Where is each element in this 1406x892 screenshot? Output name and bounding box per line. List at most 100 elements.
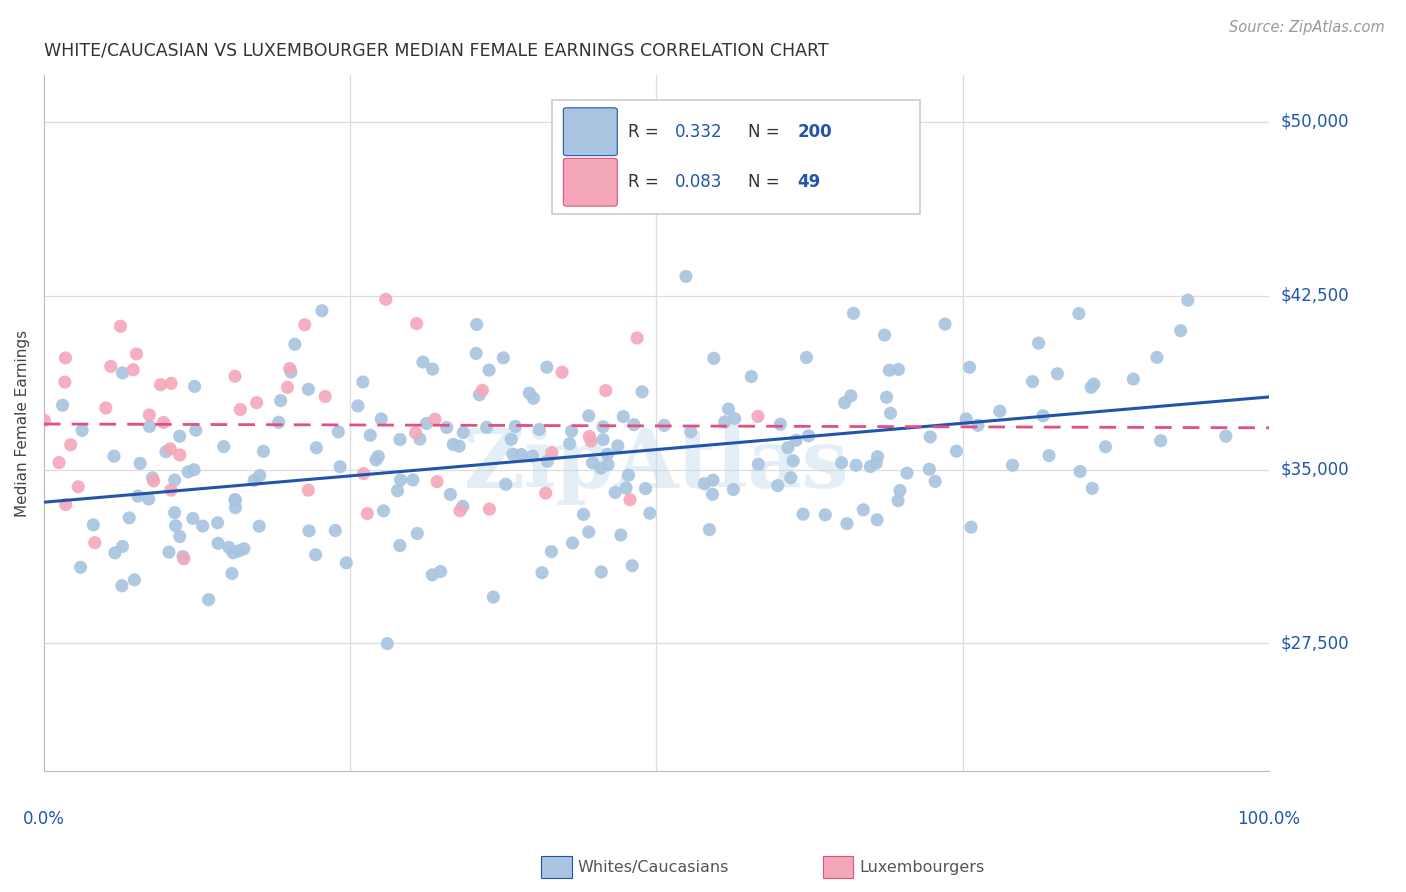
Point: [284, 337, 307, 351]
Point: [747, 457, 769, 471]
Point: [501, 432, 523, 446]
Point: [94, 401, 117, 415]
Point: [967, 418, 990, 433]
Point: [280, 365, 302, 379]
Point: [581, 456, 603, 470]
Point: [314, 389, 336, 403]
Point: [270, 393, 292, 408]
Point: [224, 492, 246, 507]
Point: [623, 417, 645, 432]
Point: [70, 423, 93, 437]
Point: [55, 351, 77, 365]
Point: [702, 487, 724, 501]
Point: [329, 459, 352, 474]
Point: [172, 549, 194, 564]
Point: [429, 565, 451, 579]
Point: [224, 500, 246, 515]
Point: [614, 481, 637, 495]
Point: [534, 486, 557, 500]
Text: $35,000: $35,000: [1281, 460, 1348, 478]
Point: [169, 448, 191, 462]
Point: [111, 579, 134, 593]
Point: [596, 458, 619, 472]
Point: [224, 369, 246, 384]
Point: [422, 362, 444, 376]
Point: [522, 449, 544, 463]
Point: [631, 384, 654, 399]
Point: [699, 523, 721, 537]
Point: [82, 517, 104, 532]
Point: [596, 447, 619, 461]
Text: 0.083: 0.083: [675, 173, 723, 191]
Point: [420, 567, 443, 582]
FancyBboxPatch shape: [553, 100, 920, 214]
Point: [960, 520, 983, 534]
Point: [104, 546, 127, 560]
Point: [405, 317, 427, 331]
Text: $27,500: $27,500: [1281, 634, 1348, 652]
Point: [492, 351, 515, 365]
Point: [127, 489, 149, 503]
Point: [589, 461, 612, 475]
Point: [482, 590, 505, 604]
Point: [782, 454, 804, 468]
Point: [1122, 372, 1144, 386]
Point: [924, 475, 946, 489]
Point: [160, 376, 183, 391]
Text: 49: 49: [797, 173, 821, 191]
Text: WHITE/CAUCASIAN VS LUXEMBOURGER MEDIAN FEMALE EARNINGS CORRELATION CHART: WHITE/CAUCASIAN VS LUXEMBOURGER MEDIAN F…: [44, 42, 828, 60]
Point: [163, 473, 186, 487]
Point: [278, 361, 301, 376]
Point: [834, 396, 856, 410]
Point: [159, 442, 181, 456]
Text: ZipAtlas: ZipAtlas: [464, 425, 849, 505]
Point: [228, 544, 250, 558]
Point: [693, 476, 716, 491]
Point: [224, 492, 246, 507]
Text: 0.332: 0.332: [675, 123, 723, 141]
Point: [122, 363, 145, 377]
Point: [229, 402, 252, 417]
Point: [160, 483, 183, 497]
Point: [252, 444, 274, 458]
Point: [374, 293, 396, 307]
Point: [48, 456, 70, 470]
Point: [298, 524, 321, 538]
Point: [519, 386, 541, 401]
Point: [267, 415, 290, 429]
Point: [478, 363, 501, 377]
Point: [945, 444, 967, 458]
FancyBboxPatch shape: [564, 158, 617, 206]
Point: [785, 434, 807, 448]
Point: [606, 439, 628, 453]
Text: Whites/Caucasians: Whites/Caucasians: [578, 860, 730, 874]
Point: [163, 506, 186, 520]
Text: Source: ZipAtlas.com: Source: ZipAtlas.com: [1229, 20, 1385, 35]
Point: [426, 475, 449, 489]
Point: [294, 318, 316, 332]
Point: [1081, 481, 1104, 495]
Point: [1177, 293, 1199, 308]
Point: [83, 535, 105, 549]
Point: [723, 411, 745, 425]
Point: [169, 429, 191, 443]
Point: [873, 328, 896, 343]
Point: [792, 507, 814, 521]
Point: [879, 363, 901, 377]
Point: [591, 565, 613, 579]
Point: [297, 382, 319, 396]
Point: [779, 471, 801, 485]
Point: [617, 468, 640, 483]
Point: [347, 399, 370, 413]
Point: [579, 434, 602, 448]
Point: [246, 395, 269, 409]
Point: [59, 438, 82, 452]
Point: [831, 456, 853, 470]
Point: [55, 498, 77, 512]
Point: [221, 566, 243, 581]
Text: R =: R =: [628, 173, 664, 191]
Point: [619, 492, 641, 507]
Point: [53, 375, 76, 389]
Point: [173, 551, 195, 566]
Point: [1170, 324, 1192, 338]
